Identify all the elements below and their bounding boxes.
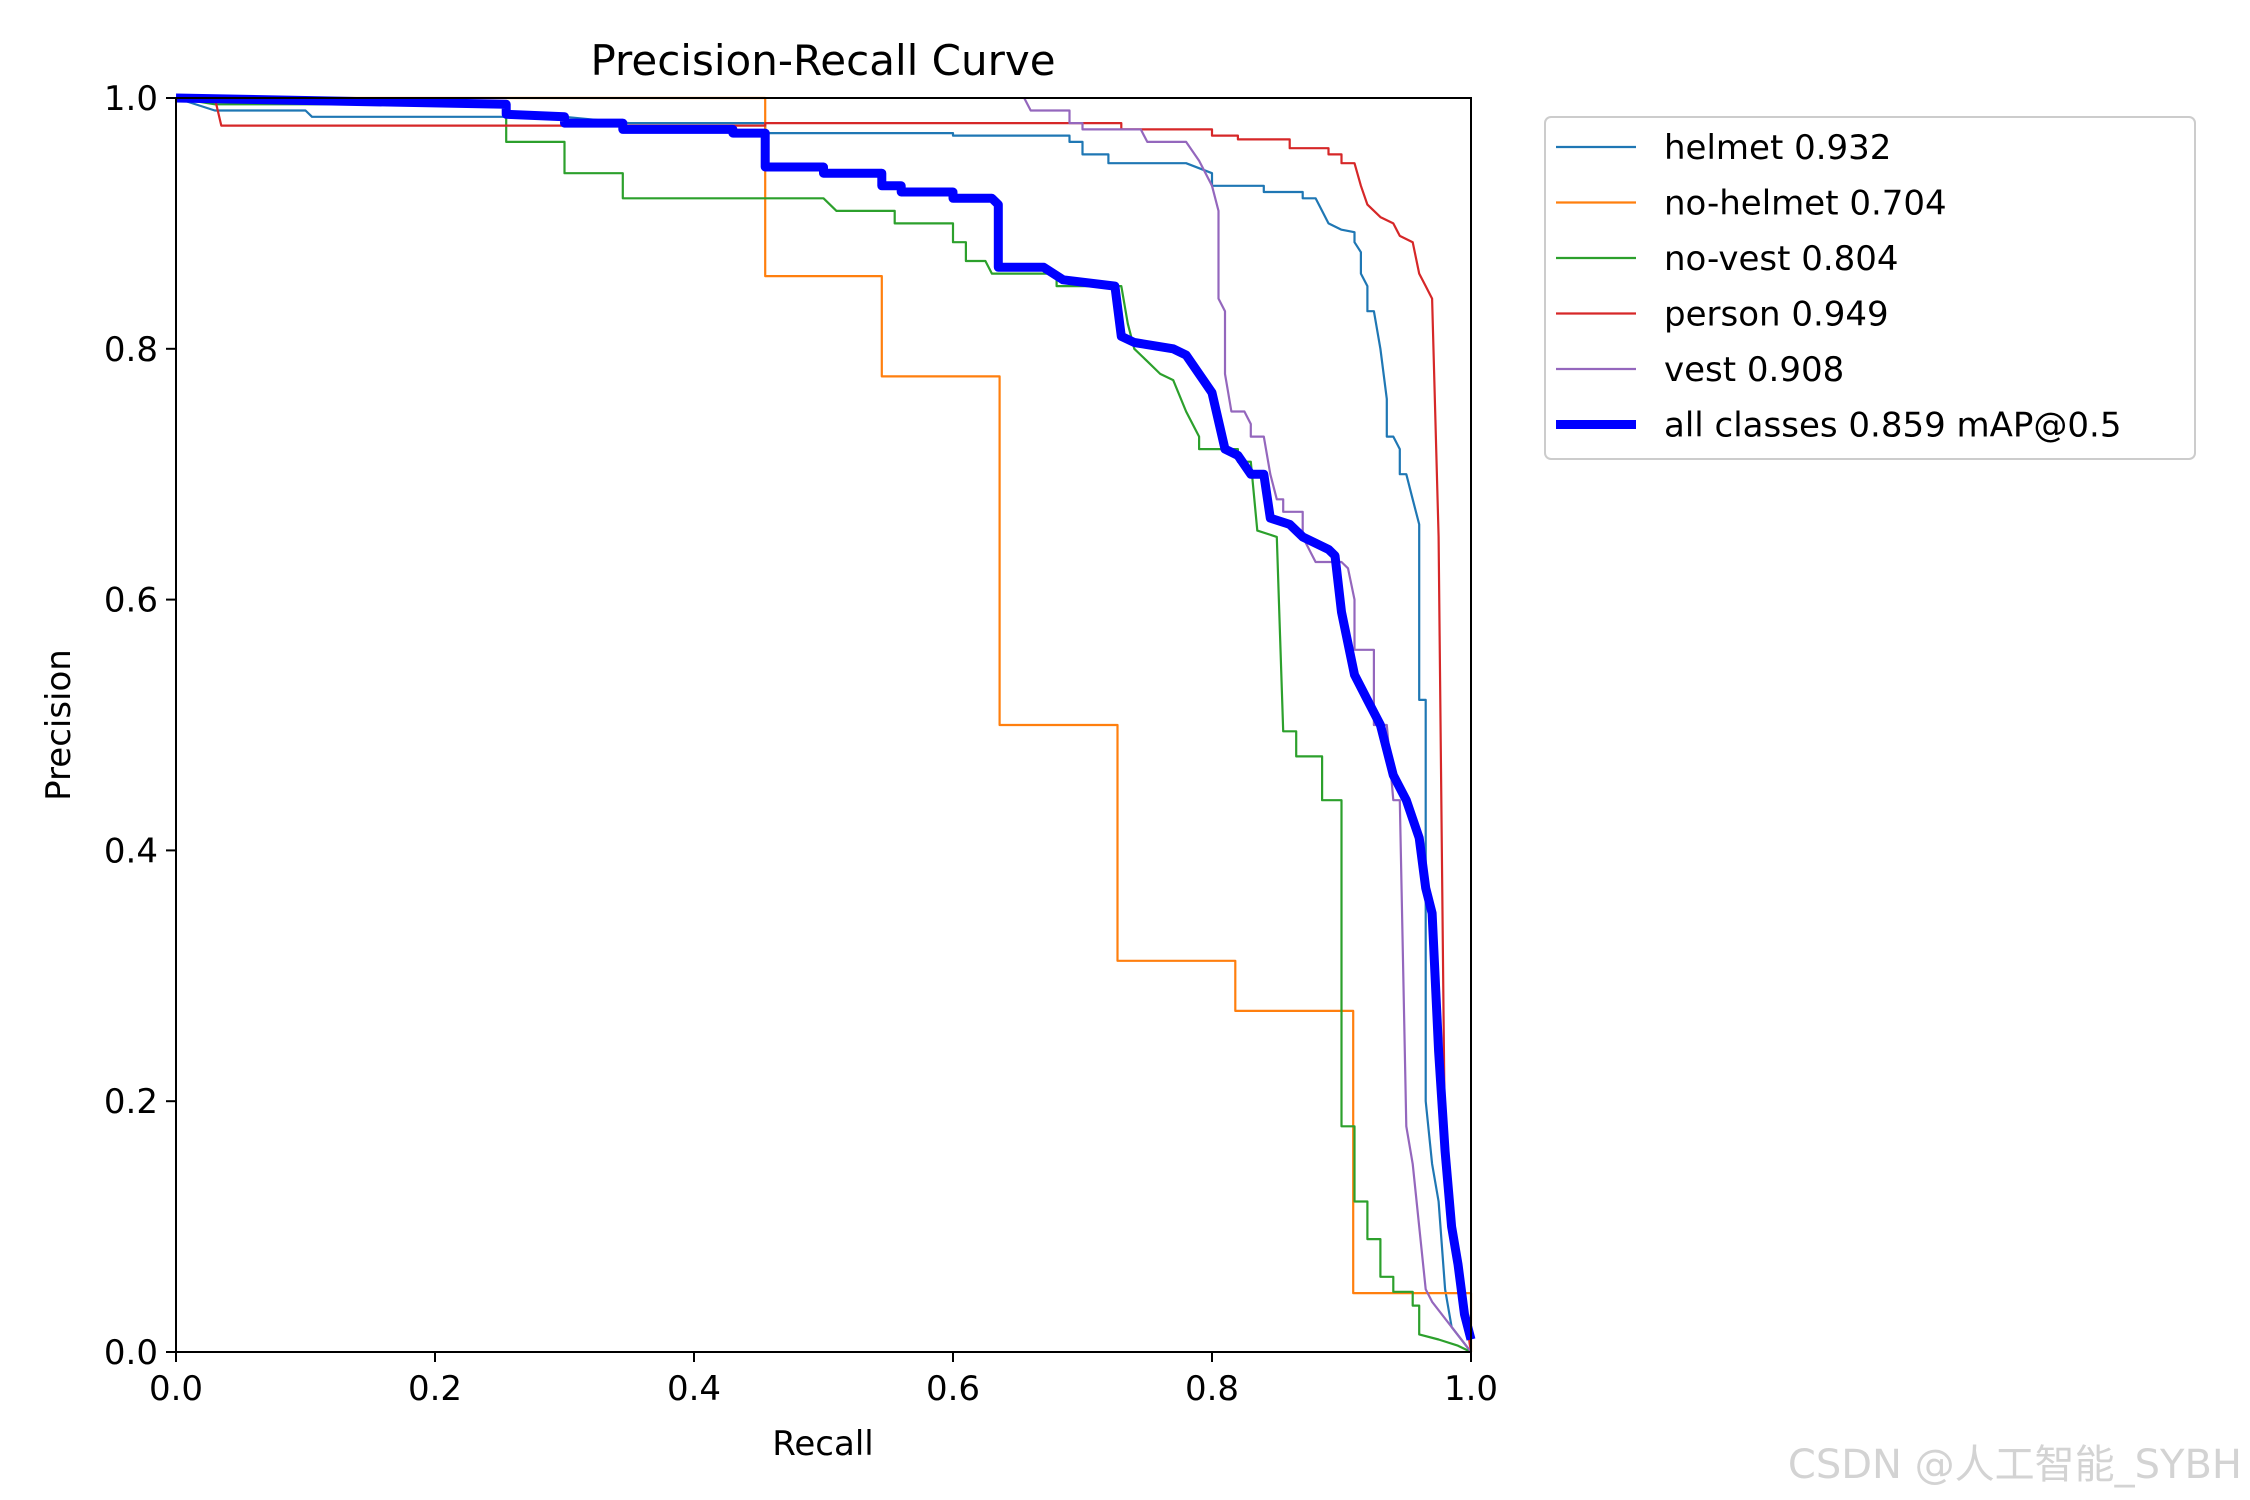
series-line-no-vest xyxy=(175,96,1472,1353)
x-tick-label: 1.0 xyxy=(1444,1369,1498,1409)
series-line-person xyxy=(176,96,1473,1353)
legend: helmet 0.932 no-helmet 0.704 no-vest 0.804… xyxy=(1544,116,2196,460)
legend-label-helmet: helmet 0.932 xyxy=(1664,128,1891,168)
legend-label-vest: vest 0.908 xyxy=(1664,350,1844,390)
watermark: CSDN @人工智能_SYBH xyxy=(1787,1442,2242,1488)
legend-label-person: person 0.949 xyxy=(1664,295,1889,335)
x-tick-label: 0.2 xyxy=(408,1369,462,1409)
y-axis-label: Precision xyxy=(39,649,79,801)
y-tick-label: 0.0 xyxy=(104,1333,158,1373)
legend-label-no-helmet: no-helmet 0.704 xyxy=(1664,184,1947,224)
x-axis: 0.0 0.2 0.4 0.6 0.8 1.0 xyxy=(149,1352,1498,1409)
x-tick-label: 0.6 xyxy=(926,1369,980,1409)
plot-frame xyxy=(175,97,1472,1353)
x-tick-label: 0.4 xyxy=(667,1369,721,1409)
plot-lines xyxy=(175,93,1476,1353)
series-line-helmet xyxy=(175,96,1472,1353)
x-axis-label: Recall xyxy=(772,1424,873,1464)
y-tick-label: 0.4 xyxy=(104,831,158,871)
legend-label-no-vest: no-vest 0.804 xyxy=(1664,239,1899,279)
series-line-no-helmet xyxy=(176,96,1473,1352)
y-tick-label: 0.8 xyxy=(104,330,158,370)
y-tick-label: 0.6 xyxy=(104,581,158,621)
x-tick-label: 0.0 xyxy=(149,1369,203,1409)
legend-label-all-classes: all classes 0.859 mAP@0.5 xyxy=(1664,406,2121,446)
x-tick-label: 0.8 xyxy=(1185,1369,1239,1409)
chart-title: Precision-Recall Curve xyxy=(590,36,1055,85)
series-line-vest xyxy=(1023,97,1472,1353)
series-line-all-classes xyxy=(175,93,1476,1341)
y-axis: 0.0 0.2 0.4 0.6 0.8 1.0 xyxy=(104,79,176,1373)
legend-box xyxy=(1544,116,2196,460)
y-tick-label: 0.2 xyxy=(104,1082,158,1122)
y-tick-label: 1.0 xyxy=(104,79,158,119)
